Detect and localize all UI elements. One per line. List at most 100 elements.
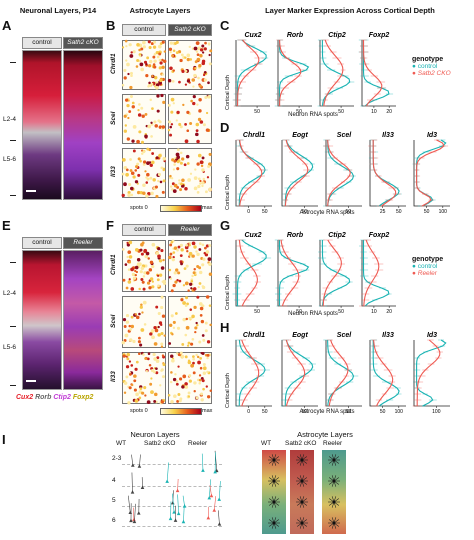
heat-dot [176, 148, 180, 152]
x-tick-label: 100 [439, 209, 448, 215]
heat-dot [171, 188, 174, 191]
heat-dot [159, 42, 163, 46]
header-control-f: control [122, 224, 166, 236]
heat-dot [146, 357, 150, 361]
heat-dot [159, 180, 163, 184]
heat-dot [121, 83, 125, 87]
heat-dot [169, 185, 173, 188]
heat-dot [204, 246, 207, 250]
xtitle-d: Astrocyte RNA spots [299, 210, 355, 216]
heat-dot [123, 129, 127, 133]
heat-dot [208, 53, 211, 57]
neuron-soma [131, 463, 135, 467]
plot-axis [413, 140, 450, 207]
col-wt: WT [261, 440, 272, 447]
heat-dot [200, 351, 203, 355]
heat-dot [194, 331, 197, 334]
legend-item-control: ● control [412, 63, 438, 70]
heat-dot [192, 371, 196, 375]
neuron-soma [168, 516, 173, 521]
heat-dot [181, 157, 185, 161]
heat-dot [168, 47, 173, 51]
heat-dot [126, 243, 131, 247]
astrocyte-body [272, 500, 276, 504]
plot-title: Scel [337, 332, 352, 339]
heat-dot [146, 271, 150, 275]
heat-dot [167, 103, 171, 107]
heat-dot [175, 380, 179, 383]
heat-dot [153, 400, 157, 403]
profile-h-chrdl1: Chrdl1 0 50 [235, 332, 272, 415]
heat-dot [158, 153, 162, 158]
heat-dot [172, 326, 176, 329]
neuron-soma [136, 511, 141, 515]
plot-title: Cux2 [244, 32, 261, 39]
astro-column-satb2-cko [290, 450, 314, 534]
plot-axis [235, 140, 272, 207]
heat-dot [123, 68, 127, 73]
heat-dot [128, 260, 131, 264]
series-mutant [285, 339, 306, 407]
neuron-soma [212, 508, 217, 512]
col-satb2: Satb2 cKO [285, 440, 317, 447]
neuron-soma [165, 479, 169, 483]
series-mutant [279, 39, 302, 106]
series-control [238, 339, 266, 406]
heat-dot [179, 188, 183, 192]
heat-dot [154, 124, 158, 128]
heatmap-control-chrdl1 [121, 39, 167, 90]
heat-dot [169, 380, 173, 384]
heat-dot [184, 56, 187, 59]
x-tick-label: 0 [247, 409, 250, 415]
x-tick-label: 100 [432, 409, 441, 415]
heat-dot [140, 252, 144, 256]
heat-dot [121, 46, 125, 49]
heat-dot [158, 259, 163, 263]
title-astro-layers: Astrocyte Layers [297, 430, 353, 439]
heat-dot [157, 119, 161, 123]
heat-dot [140, 67, 145, 72]
heatmap-sath2-il33 [168, 148, 213, 198]
heat-dot [131, 105, 135, 109]
heat-dot [177, 271, 181, 275]
heat-dot [160, 331, 164, 336]
heat-dot [142, 162, 146, 166]
heat-dot [131, 383, 134, 387]
heat-dot [187, 178, 192, 182]
heat-dot [123, 76, 127, 80]
micrograph-control-a [22, 50, 62, 200]
heat-dot [191, 337, 195, 341]
stain-rorb: Rorb [35, 394, 52, 401]
x-tick-label: 50 [346, 409, 352, 415]
heat-dot [127, 116, 130, 120]
heat-dot [149, 332, 153, 336]
heat-dot [192, 271, 196, 275]
profile-g-foxp2: Foxp2 10 20 [359, 232, 396, 315]
heat-dot [144, 112, 148, 116]
heat-dot [124, 263, 128, 266]
heat-dot [187, 341, 191, 345]
heat-dot [144, 254, 149, 259]
heat-dot [135, 360, 139, 364]
heat-dot [168, 268, 172, 272]
xtitle-g: Neuron RNA spots [288, 311, 338, 317]
heat-dot [138, 103, 141, 106]
heat-dot [142, 40, 146, 45]
schematic-layer-label: 5 [112, 497, 116, 504]
heat-dot [172, 251, 176, 254]
heat-dot [196, 252, 200, 257]
heat-dot [173, 394, 177, 398]
plot-axis [361, 40, 396, 107]
heat-dot [123, 391, 127, 394]
heat-dot [142, 353, 145, 356]
heat-dot [199, 314, 203, 317]
plot-axis [277, 40, 312, 107]
heat-dot [198, 381, 201, 385]
neuron-dendrite [134, 503, 136, 522]
neuron-dendrite [213, 496, 217, 511]
series-mutant [362, 40, 383, 107]
heat-dot [167, 393, 171, 397]
heat-dot [185, 296, 189, 300]
heat-dot [195, 129, 199, 133]
heat-dot [134, 273, 137, 277]
